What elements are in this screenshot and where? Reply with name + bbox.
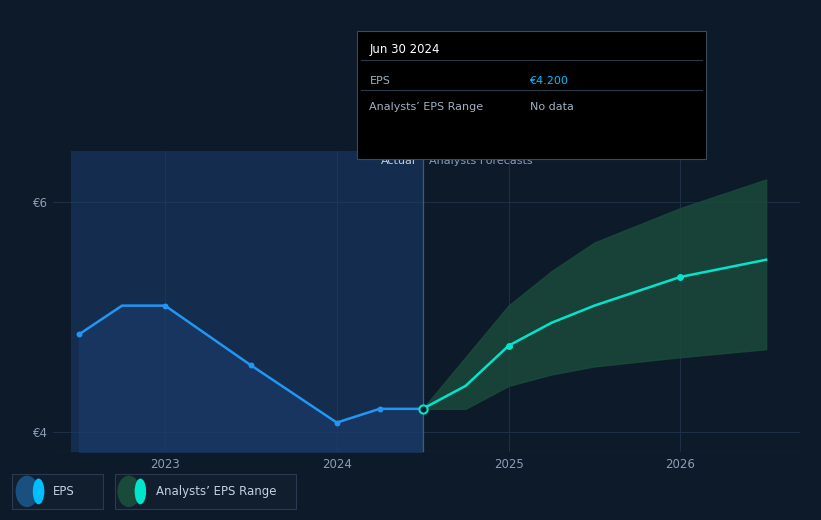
- Text: Analysts’ EPS Range: Analysts’ EPS Range: [369, 102, 484, 112]
- FancyBboxPatch shape: [12, 474, 103, 509]
- Point: [72, 330, 85, 339]
- Ellipse shape: [16, 476, 39, 507]
- Text: EPS: EPS: [53, 485, 75, 498]
- Text: No data: No data: [530, 102, 573, 112]
- Point: [330, 419, 343, 427]
- Point: [502, 342, 515, 350]
- Point: [674, 273, 687, 281]
- Point: [245, 361, 258, 369]
- Point: [416, 405, 429, 413]
- Ellipse shape: [135, 478, 146, 504]
- Text: Analysts’ EPS Range: Analysts’ EPS Range: [156, 485, 277, 498]
- Point: [158, 302, 172, 310]
- Text: Jun 30 2024: Jun 30 2024: [369, 43, 440, 56]
- Text: €4.200: €4.200: [530, 76, 568, 86]
- Ellipse shape: [33, 478, 44, 504]
- Point: [373, 405, 386, 413]
- Bar: [71, 151, 423, 452]
- Text: EPS: EPS: [369, 76, 390, 86]
- Text: Analysts Forecasts: Analysts Forecasts: [429, 155, 533, 166]
- FancyBboxPatch shape: [115, 474, 296, 509]
- Ellipse shape: [117, 476, 140, 507]
- Text: Actual: Actual: [381, 155, 415, 166]
